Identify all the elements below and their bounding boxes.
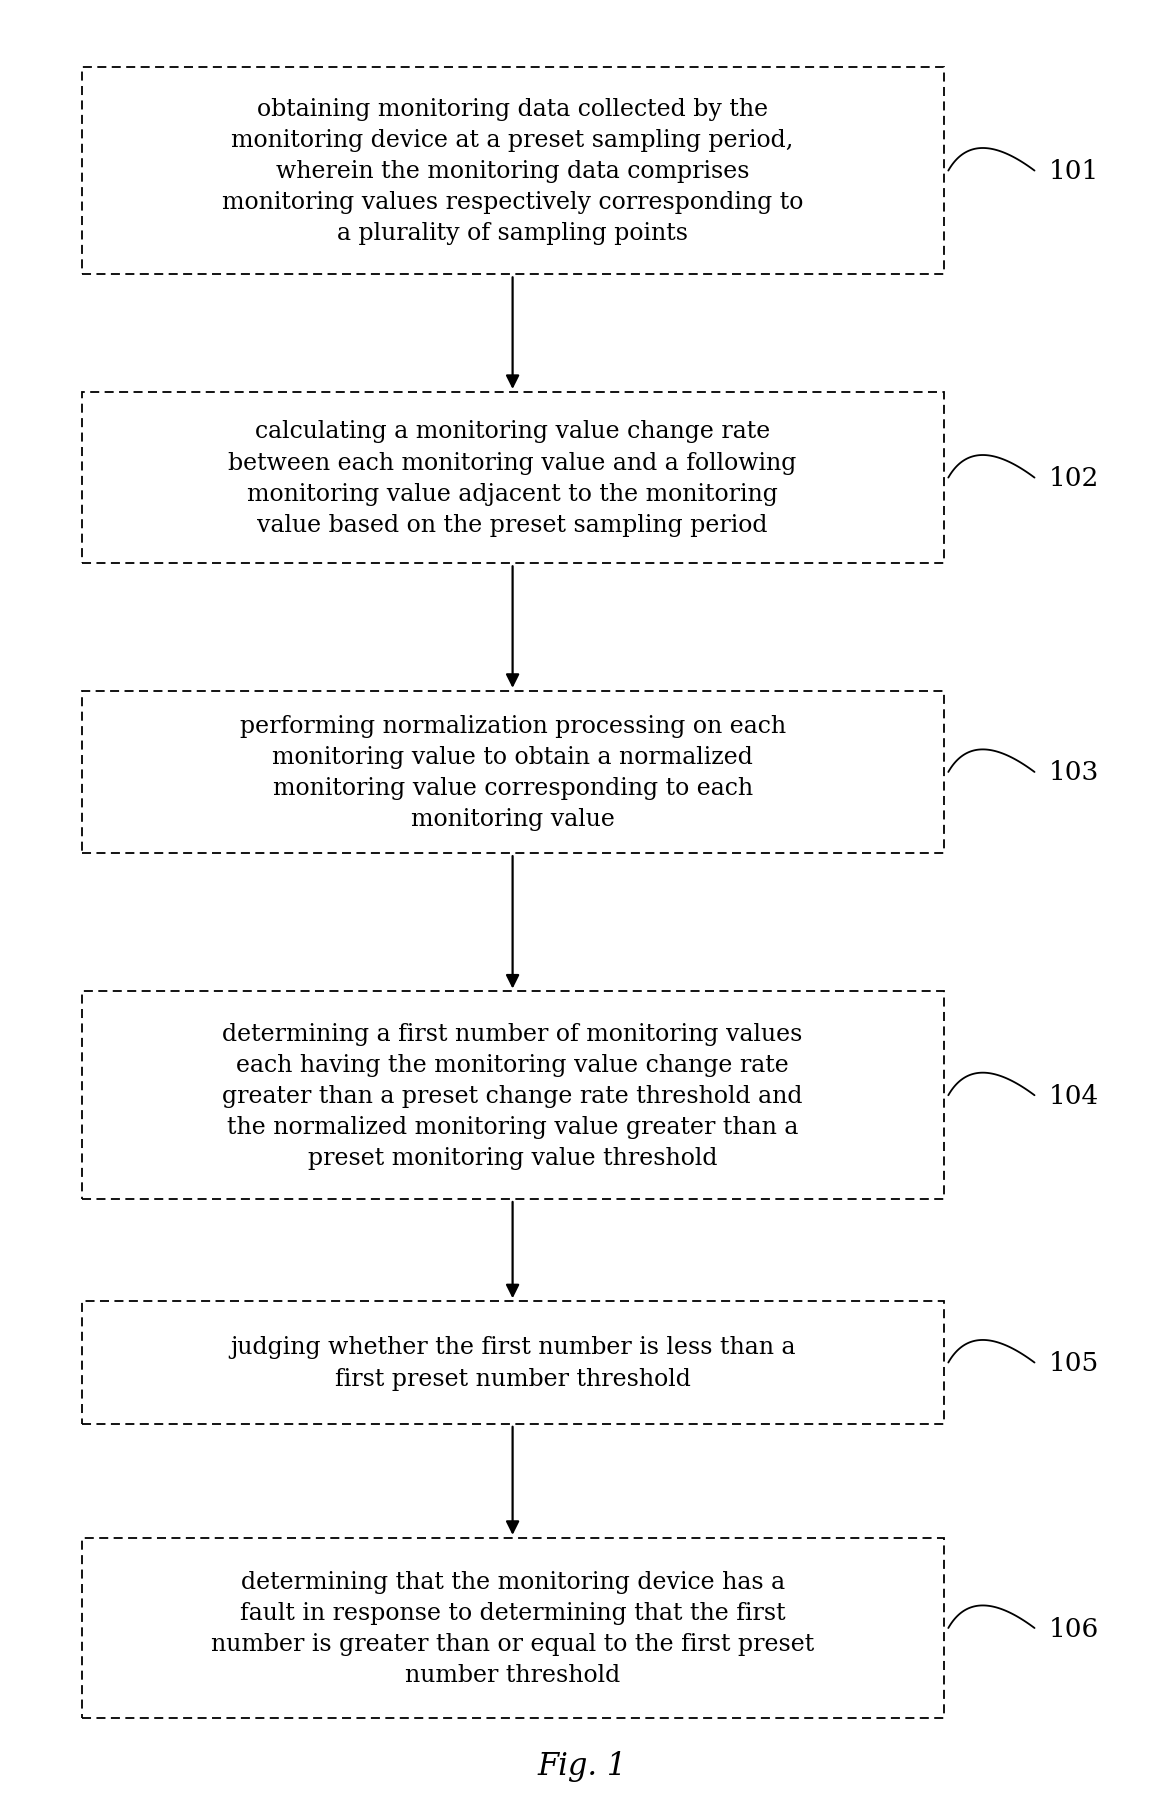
Bar xyxy=(82,691,944,854)
Bar xyxy=(82,1538,944,1718)
Text: Fig. 1: Fig. 1 xyxy=(538,1749,627,1782)
Text: performing normalization processing on each
monitoring value to obtain a normali: performing normalization processing on e… xyxy=(240,715,785,830)
Bar xyxy=(82,991,944,1199)
Text: judging whether the first number is less than a
first preset number threshold: judging whether the first number is less… xyxy=(230,1336,796,1390)
Text: determining a first number of monitoring values
each having the monitoring value: determining a first number of monitoring… xyxy=(223,1022,803,1170)
Text: obtaining monitoring data collected by the
monitoring device at a preset samplin: obtaining monitoring data collected by t… xyxy=(221,97,804,245)
Text: 101: 101 xyxy=(1048,159,1099,184)
Text: calculating a monitoring value change rate
between each monitoring value and a f: calculating a monitoring value change ra… xyxy=(228,421,797,536)
Text: 103: 103 xyxy=(1048,760,1099,785)
Bar xyxy=(82,67,944,274)
Text: 106: 106 xyxy=(1048,1615,1099,1641)
Text: determining that the monitoring device has a
fault in response to determining th: determining that the monitoring device h… xyxy=(211,1570,814,1686)
Bar xyxy=(82,1301,944,1424)
Text: 105: 105 xyxy=(1048,1350,1099,1375)
Text: 104: 104 xyxy=(1048,1083,1099,1108)
Text: 102: 102 xyxy=(1048,466,1099,491)
Bar xyxy=(82,393,944,563)
